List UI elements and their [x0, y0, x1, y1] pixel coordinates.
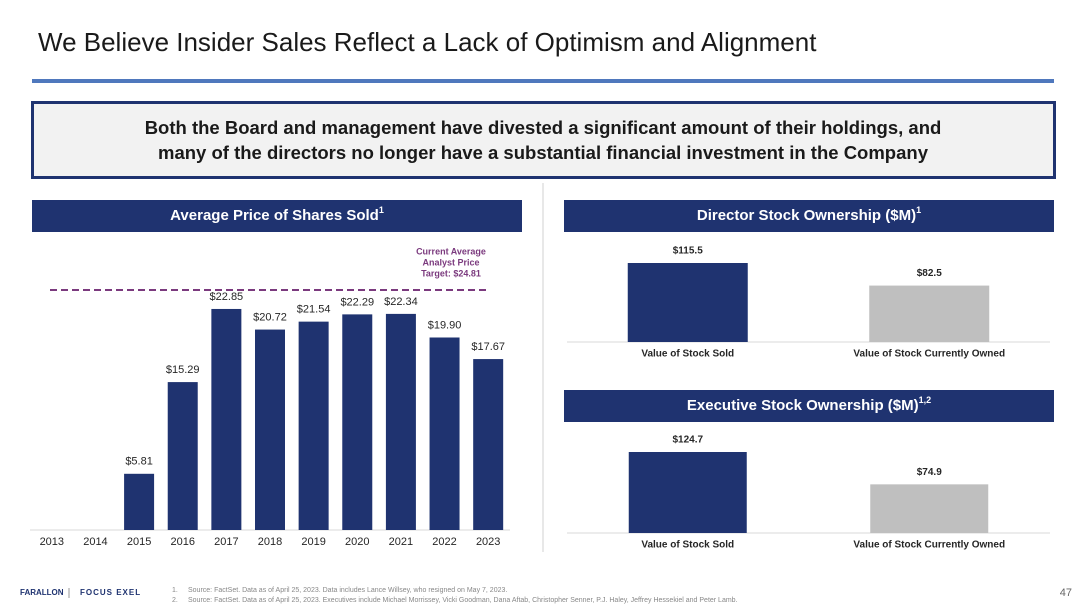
chart-title-sup: 1 — [379, 205, 384, 215]
reference-label: Target: $24.81 — [421, 268, 481, 278]
chart-header — [564, 200, 1054, 232]
data-label: $19.90 — [428, 319, 462, 331]
footnote-number: 1. — [172, 587, 178, 594]
chart-title: Executive Stock Ownership ($M)1,2 — [687, 395, 931, 414]
title-rule — [32, 79, 1054, 83]
callout-line: Both the Board and management have dives… — [145, 117, 942, 138]
bar — [124, 473, 155, 530]
x-tick-label: Value of Stock Currently Owned — [853, 540, 1005, 551]
data-label: $22.85 — [210, 291, 244, 303]
chart-header — [564, 390, 1054, 422]
data-label: $115.5 — [673, 246, 703, 257]
x-tick-label: 2015 — [127, 536, 151, 548]
chart-title-text: Executive Stock Ownership ($M) — [687, 397, 919, 414]
slide-title: We Believe Insider Sales Reflect a Lack … — [38, 27, 817, 57]
footnote: Source: FactSet. Data as of April 25, 20… — [188, 597, 738, 604]
logo: FOCUS EXEL — [80, 588, 141, 597]
chart-title-sup: 1,2 — [919, 395, 932, 405]
bar — [298, 321, 329, 530]
x-tick-label: 2017 — [214, 536, 238, 548]
chart-title-text: Average Price of Shares Sold — [170, 207, 379, 224]
data-label: $15.29 — [166, 364, 200, 376]
bar — [429, 337, 460, 530]
chart-header — [32, 200, 522, 232]
x-tick-label: 2021 — [389, 536, 413, 548]
x-tick-label: 2022 — [432, 536, 456, 548]
bar — [870, 484, 989, 533]
callout-line: many of the directors no longer have a s… — [158, 142, 929, 163]
x-tick-label: 2020 — [345, 536, 369, 548]
chart-title: Average Price of Shares Sold1 — [170, 205, 384, 224]
x-tick-label: 2013 — [40, 536, 64, 548]
x-tick-label: 2019 — [301, 536, 325, 548]
chart-title-text: Director Stock Ownership ($M) — [697, 207, 916, 224]
data-label: $22.34 — [384, 296, 418, 308]
data-label: $74.9 — [917, 467, 942, 478]
x-tick-label: 2014 — [83, 536, 107, 548]
callout-box — [31, 101, 1056, 179]
data-label: $21.54 — [297, 304, 331, 316]
data-label: $22.29 — [340, 296, 374, 308]
footnote: Source: FactSet. Data as of April 25, 20… — [188, 587, 507, 594]
bar — [167, 382, 198, 530]
page-number: 47 — [1060, 587, 1072, 599]
x-tick-label: 2018 — [258, 536, 282, 548]
bar — [385, 313, 416, 530]
data-label: $124.7 — [672, 435, 703, 446]
reference-label: Current Average — [416, 246, 486, 256]
bar — [627, 263, 748, 342]
chart-title: Director Stock Ownership ($M)1 — [697, 205, 921, 224]
x-tick-label: Value of Stock Currently Owned — [853, 349, 1005, 360]
bar — [255, 329, 285, 530]
bar — [342, 314, 373, 530]
x-tick-label: Value of Stock Sold — [641, 540, 734, 551]
logo: FARALLON — [20, 588, 64, 597]
x-tick-label: Value of Stock Sold — [641, 349, 734, 360]
x-tick-label: 2016 — [170, 536, 194, 548]
bar — [628, 452, 747, 533]
data-label: $17.67 — [471, 341, 505, 353]
bar — [869, 285, 990, 342]
chart-title-sup: 1 — [916, 205, 921, 215]
reference-label: Analyst Price — [422, 257, 479, 267]
bar — [473, 359, 504, 530]
x-tick-label: 2023 — [476, 536, 500, 548]
bar — [211, 308, 242, 530]
data-label: $20.72 — [253, 311, 287, 323]
data-label: $5.81 — [125, 456, 153, 468]
footnote-number: 2. — [172, 597, 178, 604]
data-label: $82.5 — [917, 268, 942, 279]
